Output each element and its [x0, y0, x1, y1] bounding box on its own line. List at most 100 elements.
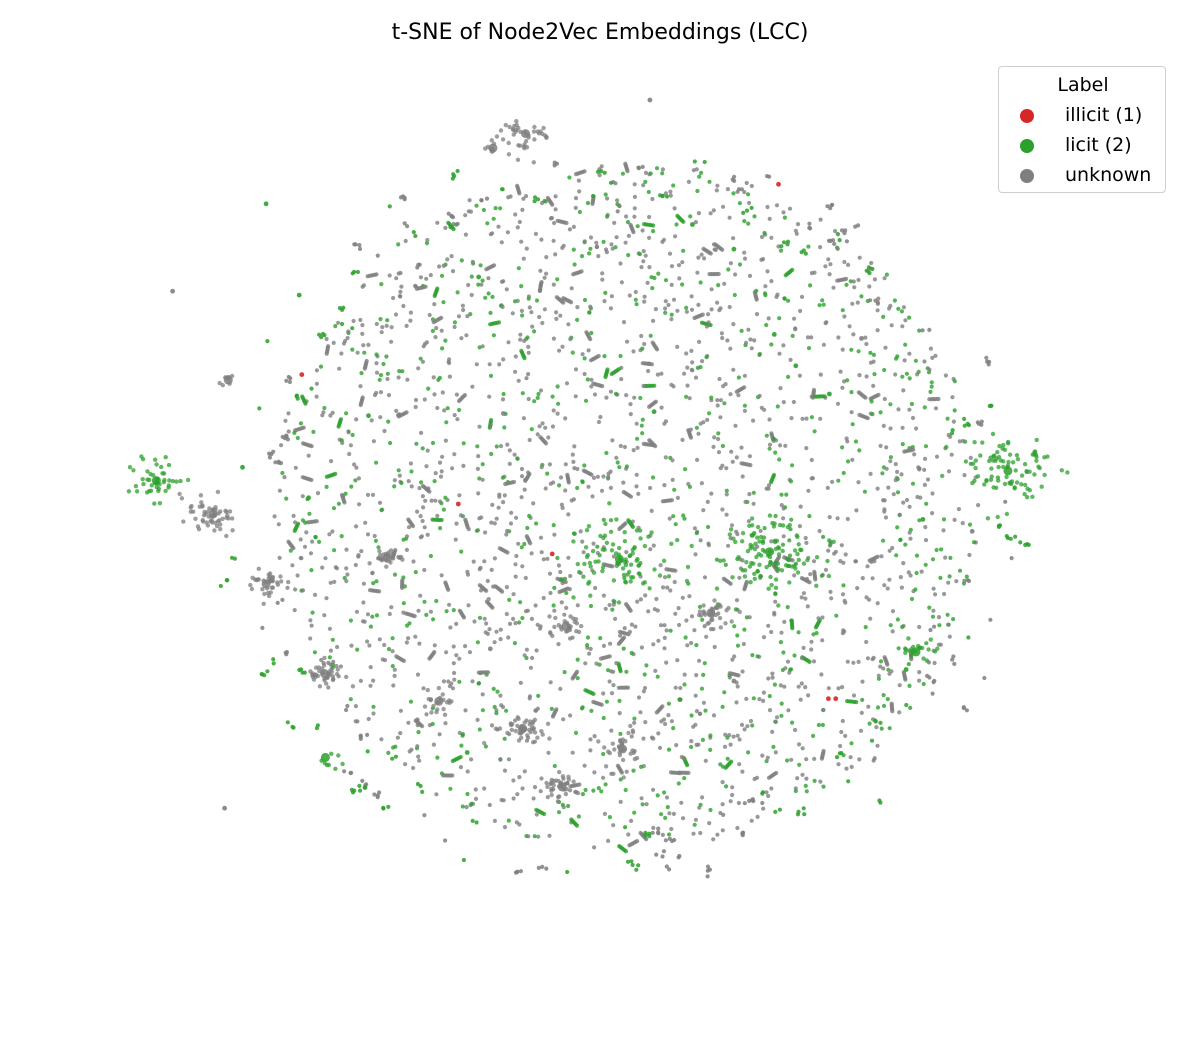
- scatter-point-unknown: [573, 394, 578, 399]
- scatter-point-unknown: [663, 419, 669, 424]
- scatter-point-licit: [848, 279, 853, 284]
- scatter-point-licit: [862, 489, 868, 494]
- scatter-point-licit: [587, 310, 592, 315]
- scatter-point-licit: [535, 395, 540, 400]
- scatter-point-unknown: [488, 143, 498, 153]
- scatter-point-licit: [673, 522, 678, 527]
- scatter-point-unknown: [536, 834, 541, 839]
- scatter-point-unknown: [828, 589, 833, 595]
- scatter-point-unknown: [632, 720, 637, 726]
- scatter-point-unknown: [923, 525, 928, 530]
- scatter-point-licit: [922, 405, 927, 410]
- scatter-point-unknown: [524, 246, 529, 251]
- scatter-point-licit: [894, 553, 899, 558]
- scatter-point-unknown: [396, 375, 401, 380]
- scatter-point-licit: [646, 189, 651, 195]
- scatter-point-unknown: [811, 659, 817, 664]
- scatter-point-unknown: [709, 307, 714, 312]
- scatter-point-unknown: [331, 340, 336, 345]
- scatter-point-unknown: [433, 498, 438, 503]
- scatter-point-unknown: [817, 528, 822, 534]
- scatter-point-licit: [520, 313, 525, 318]
- scatter-point-licit: [401, 537, 406, 542]
- scatter-point-unknown: [368, 683, 373, 688]
- scatter-point-unknown: [739, 445, 744, 450]
- scatter-point-licit: [460, 804, 465, 809]
- scatter-point-licit: [552, 585, 557, 591]
- scatter-point-licit: [575, 657, 580, 662]
- scatter-point-unknown: [342, 769, 347, 774]
- scatter-point-unknown: [606, 471, 611, 476]
- scatter-point-unknown: [197, 504, 202, 509]
- scatter-point-licit: [495, 689, 500, 694]
- scatter-point-unknown: [689, 640, 694, 646]
- scatter-point-unknown: [536, 131, 542, 136]
- scatter-point-licit: [298, 421, 303, 426]
- scatter-point-unknown: [492, 556, 497, 561]
- scatter-point-unknown: [462, 393, 467, 398]
- scatter-point-unknown: [387, 273, 392, 278]
- scatter-point-unknown: [770, 729, 775, 735]
- scatter-point-unknown: [494, 629, 499, 634]
- scatter-point-unknown: [520, 786, 525, 791]
- scatter-point-unknown: [730, 459, 735, 464]
- scatter-point-licit: [525, 525, 530, 531]
- scatter-point-unknown: [338, 664, 343, 669]
- scatter-point-unknown: [322, 678, 327, 683]
- scatter-point-unknown: [375, 795, 380, 800]
- scatter-point-licit: [637, 528, 643, 533]
- scatter-point-unknown: [589, 377, 594, 382]
- scatter-point-licit: [257, 406, 262, 411]
- scatter-point-licit: [825, 558, 830, 564]
- scatter-point-unknown: [655, 347, 660, 352]
- scatter-point-unknown: [641, 383, 646, 389]
- scatter-point-unknown: [890, 609, 896, 614]
- scatter-point-unknown: [651, 787, 656, 792]
- scatter-point-unknown: [486, 597, 491, 602]
- scatter-point-licit: [762, 230, 767, 236]
- scatter-point-licit: [718, 558, 723, 563]
- scatter-point-licit: [744, 560, 749, 565]
- scatter-point-unknown: [855, 300, 860, 305]
- scatter-point-unknown: [642, 294, 647, 299]
- scatter-point-unknown: [365, 274, 370, 279]
- scatter-point-unknown: [601, 474, 606, 479]
- scatter-point-licit: [378, 373, 384, 378]
- scatter-point-unknown: [392, 673, 397, 679]
- scatter-point-unknown: [725, 187, 731, 192]
- scatter-point-licit: [474, 820, 479, 825]
- scatter-point-licit: [430, 440, 436, 446]
- scatter-point-licit: [366, 413, 371, 419]
- scatter-point-unknown: [565, 586, 570, 591]
- scatter-point-licit: [632, 810, 637, 815]
- scatter-point-unknown: [689, 294, 694, 299]
- scatter-point-licit: [426, 386, 431, 391]
- scatter-point-unknown: [576, 178, 582, 183]
- scatter-point-unknown: [675, 344, 680, 349]
- scatter-point-licit: [357, 783, 362, 789]
- scatter-point-unknown: [705, 499, 710, 504]
- scatter-point-unknown: [655, 372, 661, 377]
- scatter-point-licit: [556, 401, 561, 406]
- scatter-point-licit: [910, 481, 916, 486]
- scatter-point-unknown: [686, 179, 692, 184]
- scatter-point-licit: [337, 306, 342, 311]
- scatter-point-unknown: [936, 642, 942, 647]
- scatter-point-unknown: [783, 443, 788, 448]
- scatter-point-unknown: [842, 629, 847, 634]
- scatter-point-licit: [663, 278, 669, 283]
- scatter-point-unknown: [384, 323, 389, 328]
- scatter-point-unknown: [284, 378, 289, 383]
- scatter-point-unknown: [696, 211, 702, 216]
- scatter-point-unknown: [506, 340, 511, 345]
- scatter-point-unknown: [820, 615, 825, 620]
- scatter-point-licit: [488, 310, 493, 315]
- scatter-point-licit: [439, 273, 445, 278]
- scatter-point-licit: [459, 743, 464, 748]
- scatter-point-licit: [700, 737, 706, 743]
- scatter-point-licit: [134, 489, 140, 494]
- scatter-point-unknown: [488, 422, 493, 427]
- scatter-point-unknown: [525, 733, 530, 738]
- scatter-point-unknown: [421, 505, 426, 510]
- scatter-point-unknown: [437, 264, 442, 269]
